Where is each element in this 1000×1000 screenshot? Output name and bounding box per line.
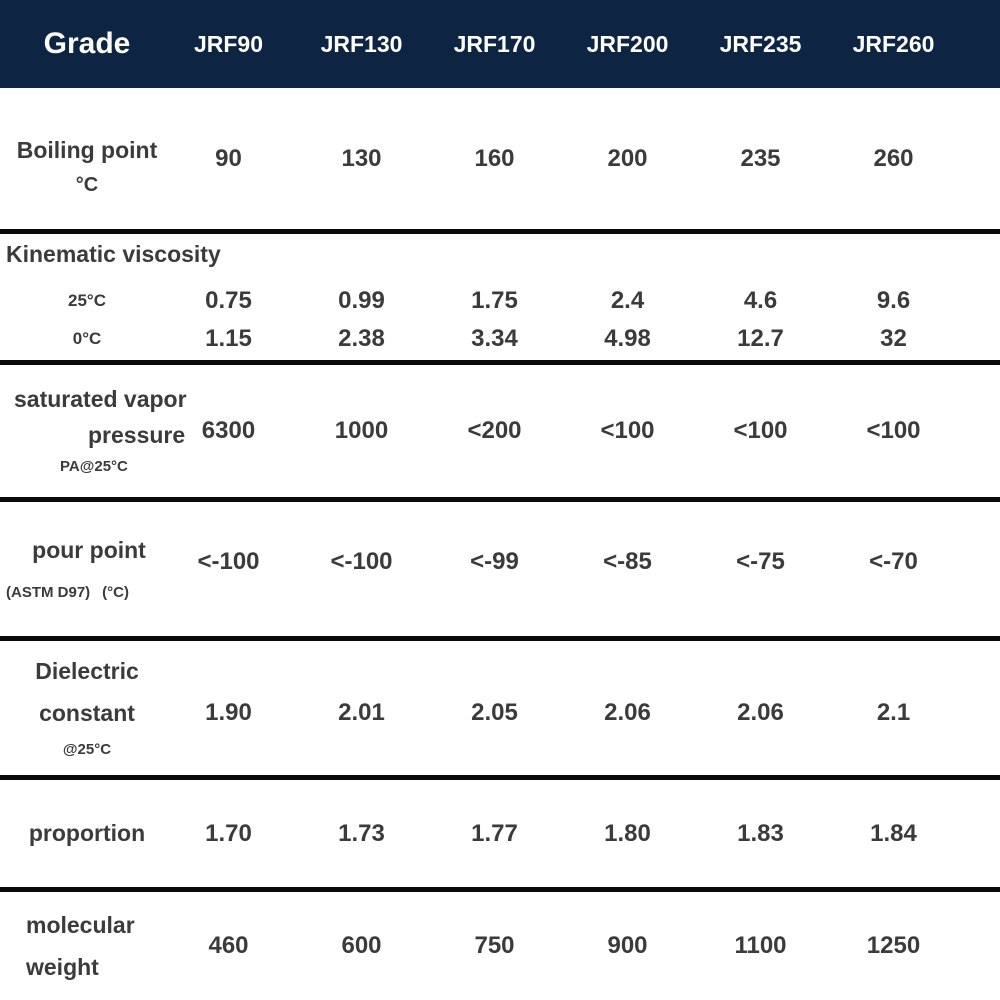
dielectric-label-cell: Dielectric constant @25°C xyxy=(0,641,162,775)
pour-point-label-cell: pour point (ASTM D97) (°C) xyxy=(0,502,162,636)
value-cell: 1.15 xyxy=(205,325,252,352)
vapor-pressure-unit: PA@25°C xyxy=(60,458,128,475)
value-cell: 1.75 xyxy=(471,287,518,314)
dielectric-label-line2: constant xyxy=(39,700,135,726)
value-cell: 130 xyxy=(341,144,382,172)
value-cell: 90 xyxy=(215,144,242,172)
value-cell: 1.84 xyxy=(870,819,917,847)
value-cell: <-85 xyxy=(603,548,652,575)
value-cell: 235 xyxy=(740,144,781,172)
molecular-weight-label-line1: molecular xyxy=(26,912,135,938)
value-cell: 750 xyxy=(474,932,515,959)
row-boiling-point: Boiling point °C 90 130 160 200 235 260 xyxy=(0,88,1000,229)
vapor-pressure-label-cell: saturated vapor pressure PA@25°C xyxy=(0,365,187,497)
molecular-weight-label-line2: weight xyxy=(26,954,99,980)
value-cell: 0.75 xyxy=(205,287,252,314)
viscosity-0c-label: 0°C xyxy=(72,329,102,348)
dielectric-unit: @25°C xyxy=(62,741,112,758)
value-cell: 1.70 xyxy=(205,819,252,847)
section-divider xyxy=(0,229,1000,234)
value-cell: 2.38 xyxy=(338,325,385,352)
table-header-row: Grade JRF90 JRF130 JRF170 JRF200 JRF235 … xyxy=(0,0,1000,88)
value-cell: 12.7 xyxy=(737,325,784,352)
section-divider xyxy=(0,887,1000,892)
value-cell: 32 xyxy=(880,325,907,352)
value-cell: <-100 xyxy=(197,548,260,575)
value-cell: 1100 xyxy=(734,932,787,959)
value-cell: <100 xyxy=(733,417,788,444)
value-cell: 0.99 xyxy=(338,287,385,314)
pour-point-astm-label: (ASTM D97) xyxy=(6,584,91,601)
molecular-weight-label-cell: molecular weight xyxy=(0,892,162,1000)
value-cell: 4.98 xyxy=(604,325,651,352)
boiling-point-label-cell: Boiling point °C xyxy=(0,88,162,229)
value-cell: 2.06 xyxy=(604,699,651,726)
value-cell: 260 xyxy=(873,144,914,172)
value-cell: 200 xyxy=(607,144,648,172)
column-header-jrf170: JRF170 xyxy=(453,30,536,57)
value-cell: 1.83 xyxy=(737,819,784,847)
pour-point-unit-row: (ASTM D97) (°C) xyxy=(0,584,162,601)
pour-point-label: pour point xyxy=(32,537,146,563)
value-cell: 1.77 xyxy=(471,819,518,847)
boiling-point-label: Boiling point xyxy=(16,136,158,163)
value-cell: 9.6 xyxy=(876,287,911,314)
value-cell: 1.90 xyxy=(205,699,252,726)
value-cell: <200 xyxy=(467,417,522,444)
value-cell: 1250 xyxy=(866,932,921,959)
viscosity-0c-subrow: 0°C 1.15 2.38 3.34 4.98 12.7 32 xyxy=(0,320,1000,358)
value-cell: <-75 xyxy=(736,548,785,575)
value-cell: <100 xyxy=(866,417,921,444)
row-dielectric-constant: Dielectric constant @25°C 1.90 2.01 2.05… xyxy=(0,641,1000,775)
value-cell: 2.1 xyxy=(876,699,911,726)
dielectric-label-line1: Dielectric xyxy=(35,658,139,684)
row-kinematic-viscosity: Kinematic viscosity 25°C 0.75 0.99 1.75 … xyxy=(0,234,1000,360)
row-proportion: proportion 1.70 1.73 1.77 1.80 1.83 1.84 xyxy=(0,780,1000,887)
column-header-jrf200: JRF200 xyxy=(586,30,669,57)
viscosity-25c-label: 25°C xyxy=(68,291,106,310)
value-cell: <-99 xyxy=(470,548,519,575)
value-cell: 2.4 xyxy=(610,287,645,314)
value-cell: 1.73 xyxy=(338,819,385,847)
proportion-label: proportion xyxy=(28,820,146,846)
value-cell: 600 xyxy=(341,932,382,959)
row-vapor-pressure: saturated vapor pressure PA@25°C 6300 10… xyxy=(0,365,1000,497)
kinematic-viscosity-label: Kinematic viscosity xyxy=(6,241,221,267)
row-molecular-weight: molecular weight 460 600 750 900 1100 12… xyxy=(0,892,1000,1000)
section-divider xyxy=(0,775,1000,780)
section-divider xyxy=(0,497,1000,502)
column-header-jrf260: JRF260 xyxy=(852,30,935,57)
viscosity-25c-subrow: 25°C 0.75 0.99 1.75 2.4 4.6 9.6 xyxy=(0,282,1000,320)
value-cell: 2.01 xyxy=(338,699,385,726)
value-cell: 1.80 xyxy=(604,819,651,847)
value-cell: 2.05 xyxy=(471,699,518,726)
value-cell: 6300 xyxy=(201,417,256,444)
vapor-pressure-label-line1: saturated vapor xyxy=(14,386,187,412)
value-cell: 160 xyxy=(474,144,515,172)
column-header-jrf130: JRF130 xyxy=(320,30,403,57)
vapor-pressure-label-line2: pressure xyxy=(88,422,186,448)
row-pour-point: pour point (ASTM D97) (°C) <-100 <-100 <… xyxy=(0,502,1000,636)
value-cell: <-70 xyxy=(869,548,918,575)
value-cell: 4.6 xyxy=(743,287,778,314)
pour-point-unit: (°C) xyxy=(102,584,129,601)
value-cell: 1000 xyxy=(334,417,389,444)
boiling-point-unit: °C xyxy=(75,173,99,196)
value-cell: <100 xyxy=(600,417,655,444)
column-header-jrf235: JRF235 xyxy=(719,30,802,57)
value-cell: 3.34 xyxy=(471,325,518,352)
section-divider xyxy=(0,636,1000,641)
value-cell: 460 xyxy=(208,932,249,959)
grade-header-cell: Grade xyxy=(43,27,131,60)
section-divider xyxy=(0,360,1000,365)
value-cell: <-100 xyxy=(330,548,393,575)
column-header-jrf90: JRF90 xyxy=(193,30,264,57)
value-cell: 900 xyxy=(607,932,648,959)
value-cell: 2.06 xyxy=(737,699,784,726)
